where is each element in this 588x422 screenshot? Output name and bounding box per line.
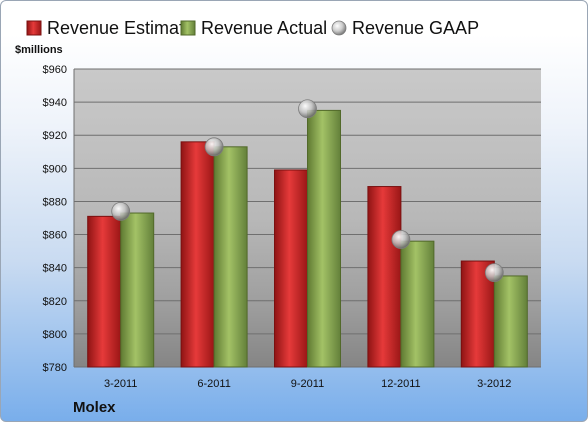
legend-swatch-estimate bbox=[26, 20, 42, 36]
bar-revenue-estimate bbox=[274, 169, 308, 368]
bar-revenue-actual bbox=[120, 212, 155, 368]
y-tick-label: $800 bbox=[43, 329, 67, 341]
marker-revenue-gaap bbox=[484, 263, 504, 283]
y-tick-label: $860 bbox=[43, 230, 67, 242]
bar-revenue-estimate bbox=[367, 186, 402, 368]
y-tick-label: $780 bbox=[43, 362, 67, 374]
gaap-markers bbox=[111, 99, 504, 283]
marker-revenue-gaap bbox=[204, 137, 224, 157]
y-axis-label: $millions bbox=[15, 44, 63, 56]
x-tick-label: 9-2011 bbox=[291, 378, 324, 390]
legend-swatch-gaap bbox=[331, 20, 347, 36]
y-tick-label: $960 bbox=[43, 64, 67, 76]
legend: Revenue Estimate Revenue Actual Revenue GA… bbox=[26, 18, 479, 38]
y-axis-ticks: $780 $800 $820 $840 $860 $880 $900 $920 $940 $960 bbox=[43, 64, 67, 374]
y-tick-label: $820 bbox=[43, 296, 67, 308]
bar-revenue-estimate bbox=[87, 215, 122, 368]
legend-label: Revenue Actual bbox=[201, 18, 327, 38]
marker-revenue-gaap bbox=[391, 230, 411, 249]
bars bbox=[87, 109, 528, 368]
marker-revenue-gaap bbox=[298, 99, 317, 119]
marker-revenue-gaap bbox=[111, 201, 131, 221]
bar-revenue-actual bbox=[400, 240, 435, 368]
y-tick-label: $920 bbox=[43, 130, 67, 142]
bar-revenue-actual bbox=[493, 275, 528, 368]
x-tick-label: 6-2011 bbox=[197, 378, 230, 390]
y-tick-label: $880 bbox=[43, 196, 67, 208]
bar-revenue-actual bbox=[213, 146, 248, 368]
company-name: Molex bbox=[73, 399, 116, 416]
legend-swatch-actual bbox=[180, 20, 196, 36]
x-axis-ticks: 3-2011 6-2011 9-2011 12-2011 3-2012 bbox=[104, 378, 511, 390]
y-tick-label: $840 bbox=[43, 263, 67, 275]
x-tick-label: 3-2012 bbox=[477, 378, 511, 390]
x-tick-label: 12-2011 bbox=[381, 378, 421, 390]
legend-label: Revenue GAAP bbox=[352, 18, 479, 38]
x-tick-label: 3-2011 bbox=[104, 378, 137, 390]
y-tick-label: $940 bbox=[43, 97, 67, 109]
bar-revenue-estimate bbox=[180, 141, 215, 368]
y-tick-label: $900 bbox=[43, 163, 67, 175]
bar-revenue-actual bbox=[307, 109, 341, 368]
legend-label: Revenue Estimate bbox=[47, 18, 194, 38]
